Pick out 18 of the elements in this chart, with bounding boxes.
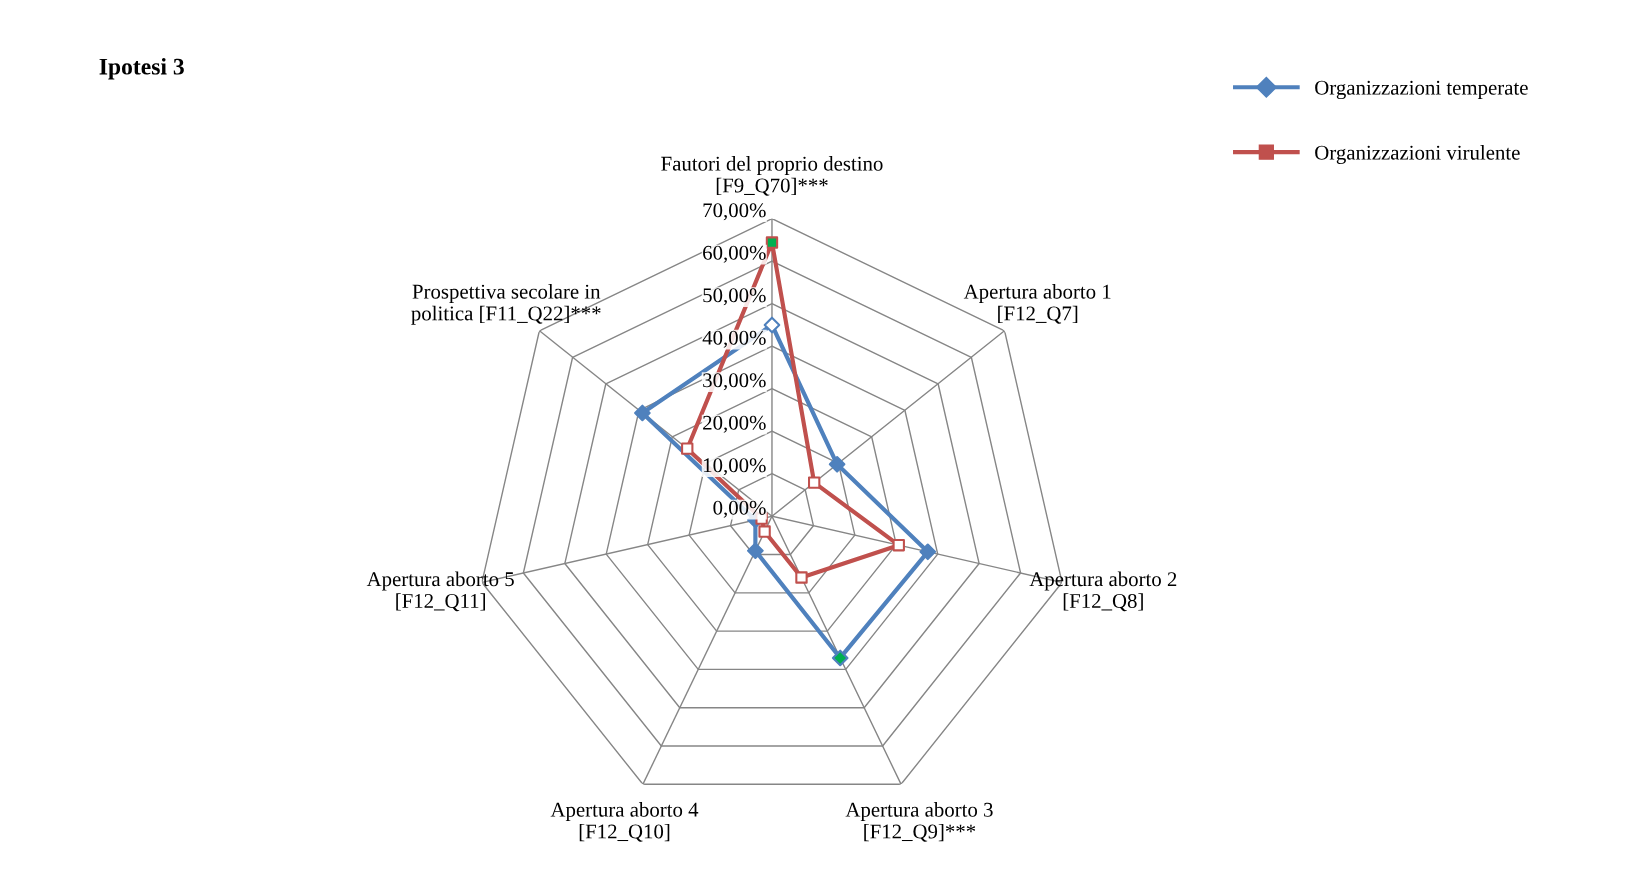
text: Ipotesi 3	[99, 57, 184, 80]
spoke-label: Apertura aborto 2 [F12_Q8]	[1029, 571, 1177, 612]
spoke-label: Apertura aborto 3 [F12_Q9]***	[845, 802, 993, 842]
spoke-label: Apertura aborto 1 [F12_Q7]	[963, 284, 1111, 324]
spoke-label: Fautori del proprio destino [F9_Q70]***	[661, 156, 883, 196]
y-tick-label: 10,00%	[704, 458, 766, 476]
legend-label: Organizzazioni temperate	[1315, 80, 1528, 100]
y-tick-label: 0,00%	[713, 500, 766, 518]
y-tick-label: 50,00%	[703, 288, 766, 306]
legend-label: Organizzazioni virulente	[1315, 145, 1520, 164]
y-tick-label: 40,00%	[702, 330, 766, 348]
spoke-label: Prospettiva secolare in politica [F11_Q22]***	[411, 284, 601, 325]
y-tick-label: 70,00%	[703, 203, 766, 221]
spoke-label: Apertura aborto 5 [F12_Q11]	[366, 571, 514, 612]
y-tick-label: 60,00%	[703, 245, 766, 263]
y-tick-label: 20,00%	[703, 415, 766, 433]
spoke-label: Apertura aborto 4 [F12_Q10]	[550, 802, 699, 842]
y-tick-label: 30,00%	[703, 373, 766, 391]
